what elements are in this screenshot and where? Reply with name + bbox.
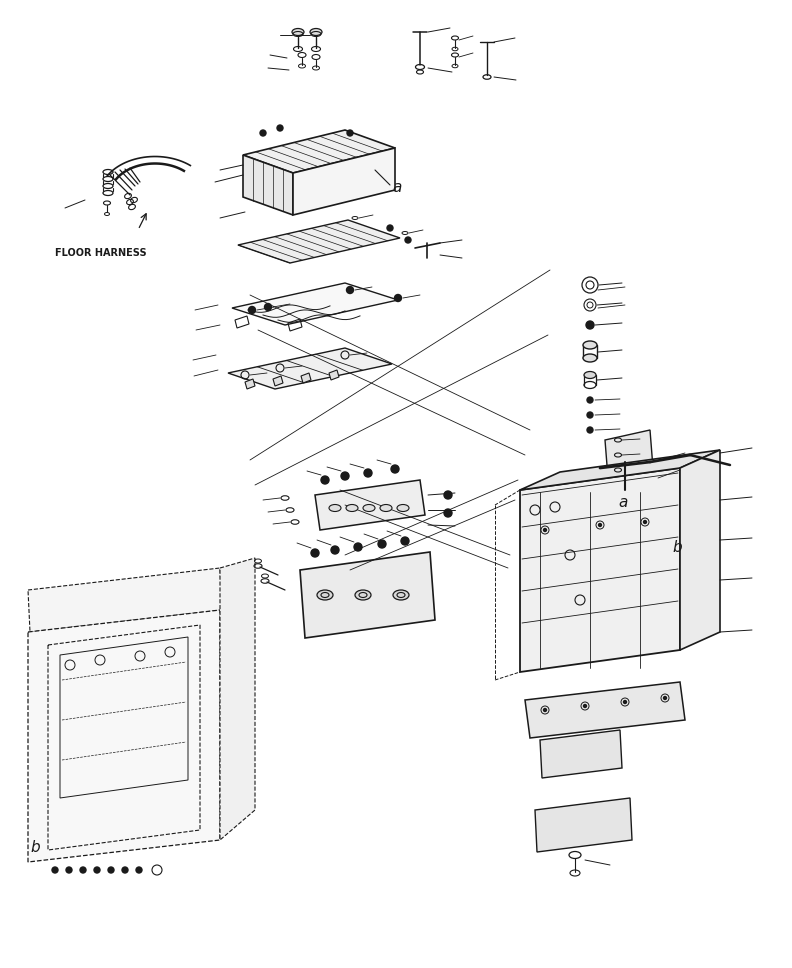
- Ellipse shape: [317, 590, 333, 600]
- Polygon shape: [28, 568, 222, 632]
- Ellipse shape: [310, 28, 322, 36]
- Text: b: b: [30, 840, 40, 855]
- Polygon shape: [220, 558, 255, 840]
- Circle shape: [644, 521, 646, 524]
- Polygon shape: [540, 730, 622, 778]
- Circle shape: [122, 867, 128, 873]
- Circle shape: [587, 427, 593, 433]
- Circle shape: [52, 867, 58, 873]
- Polygon shape: [535, 798, 632, 852]
- Text: a: a: [618, 495, 627, 510]
- Circle shape: [66, 867, 72, 873]
- Circle shape: [311, 549, 319, 557]
- Circle shape: [260, 130, 266, 136]
- Polygon shape: [293, 148, 395, 215]
- Circle shape: [587, 412, 593, 418]
- Circle shape: [405, 237, 411, 243]
- Circle shape: [341, 472, 349, 480]
- Polygon shape: [520, 450, 720, 490]
- Ellipse shape: [292, 28, 304, 36]
- Circle shape: [354, 543, 362, 551]
- Polygon shape: [228, 348, 392, 389]
- Circle shape: [599, 524, 601, 527]
- Circle shape: [265, 304, 272, 311]
- Circle shape: [444, 491, 452, 499]
- Circle shape: [249, 307, 256, 314]
- Circle shape: [347, 287, 353, 293]
- Text: a: a: [392, 180, 402, 195]
- Polygon shape: [520, 468, 680, 672]
- Circle shape: [543, 529, 546, 531]
- Circle shape: [401, 537, 409, 545]
- Circle shape: [387, 225, 393, 231]
- Circle shape: [331, 546, 339, 554]
- Polygon shape: [300, 552, 435, 638]
- Polygon shape: [329, 370, 339, 380]
- Circle shape: [587, 397, 593, 403]
- Polygon shape: [680, 450, 720, 650]
- Ellipse shape: [355, 590, 371, 600]
- Polygon shape: [525, 682, 685, 738]
- Ellipse shape: [393, 590, 409, 600]
- Text: b: b: [672, 540, 682, 555]
- Circle shape: [586, 321, 594, 329]
- Circle shape: [347, 130, 353, 136]
- Polygon shape: [301, 373, 311, 383]
- Circle shape: [364, 469, 372, 477]
- Ellipse shape: [583, 341, 597, 349]
- Polygon shape: [243, 155, 293, 215]
- Circle shape: [623, 701, 626, 704]
- Ellipse shape: [584, 372, 596, 378]
- Polygon shape: [273, 376, 283, 386]
- Circle shape: [108, 867, 114, 873]
- Circle shape: [80, 867, 86, 873]
- Circle shape: [444, 509, 452, 517]
- Circle shape: [543, 709, 546, 711]
- Polygon shape: [245, 379, 255, 389]
- Polygon shape: [315, 480, 425, 530]
- Ellipse shape: [583, 354, 597, 362]
- Circle shape: [378, 540, 386, 548]
- Circle shape: [136, 867, 142, 873]
- Ellipse shape: [397, 504, 409, 511]
- Circle shape: [394, 294, 402, 301]
- Ellipse shape: [329, 504, 341, 511]
- Circle shape: [321, 476, 329, 484]
- Circle shape: [277, 125, 283, 131]
- Circle shape: [664, 697, 667, 700]
- Ellipse shape: [380, 504, 392, 511]
- Circle shape: [584, 705, 587, 708]
- Circle shape: [391, 465, 399, 473]
- Ellipse shape: [363, 504, 375, 511]
- Polygon shape: [232, 283, 398, 325]
- Polygon shape: [243, 130, 395, 173]
- Polygon shape: [28, 610, 220, 862]
- Text: FLOOR HARNESS: FLOOR HARNESS: [55, 248, 147, 258]
- Polygon shape: [605, 430, 653, 478]
- Ellipse shape: [346, 504, 358, 511]
- Circle shape: [94, 867, 100, 873]
- Polygon shape: [238, 220, 400, 263]
